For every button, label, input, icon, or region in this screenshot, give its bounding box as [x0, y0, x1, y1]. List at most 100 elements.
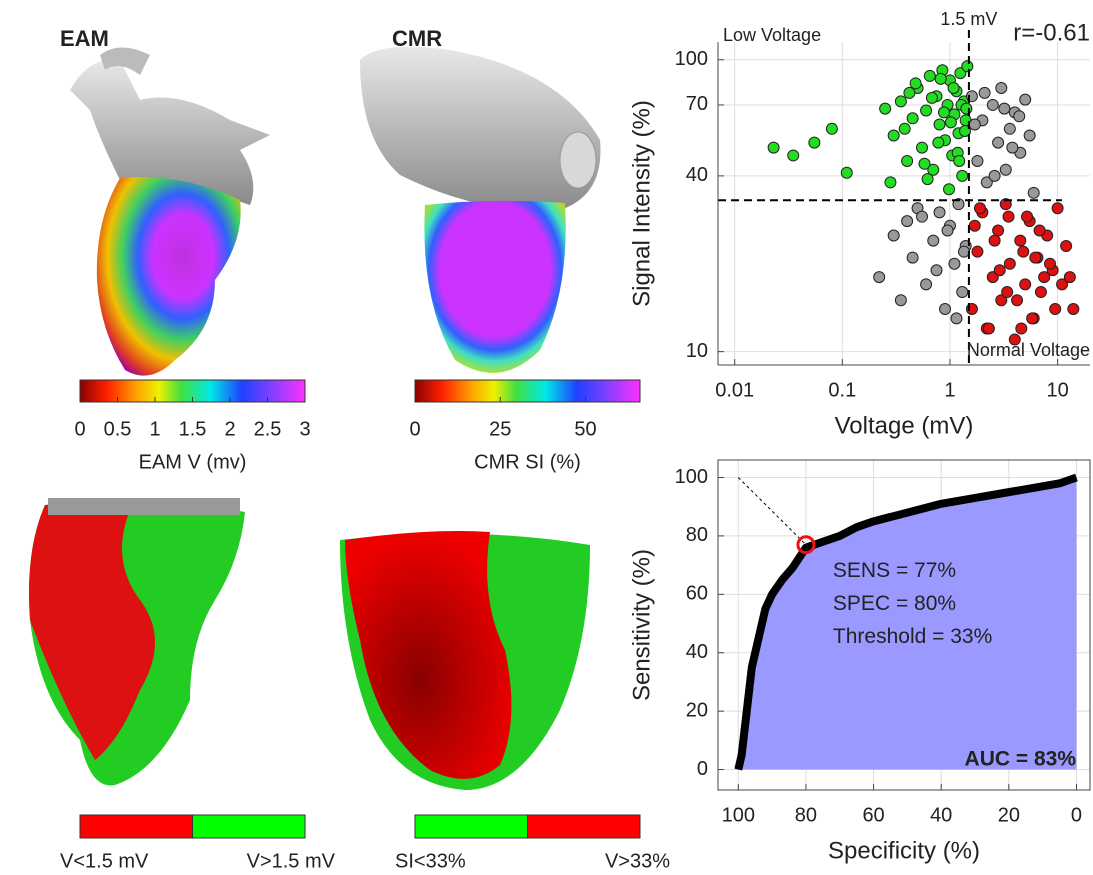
scatter-point [982, 322, 995, 335]
scatter-point [961, 60, 974, 73]
x-tick-label: 0.01 [715, 379, 754, 401]
operating-point [796, 535, 816, 555]
scatter-point [879, 102, 892, 115]
scatter-point [1056, 278, 1069, 291]
y-tick-label: 80 [686, 524, 708, 546]
scatter-point [993, 264, 1006, 277]
scatter-point [884, 176, 897, 189]
scatter-point [898, 122, 911, 135]
colorbar-tick-label: 50 [574, 418, 596, 440]
auc-label: AUC = 83% [965, 748, 1077, 771]
binary-label: V>33% [605, 850, 670, 872]
scatter-point [909, 77, 922, 90]
scatter-point [999, 163, 1012, 176]
scatter-point [968, 118, 981, 131]
scatter-point [1014, 234, 1027, 247]
scatter-point [923, 69, 936, 82]
scatter-point [887, 229, 900, 242]
eam-ventricle-render [96, 176, 241, 376]
y-tick-label: 40 [686, 641, 708, 663]
scatter-point [933, 206, 946, 219]
scatter-point [957, 245, 970, 258]
scatter-point [1029, 251, 1042, 264]
scatter-point [903, 86, 916, 99]
scatter-point [933, 118, 946, 131]
y-axis-title: Signal Intensity (%) [628, 100, 655, 307]
atrium-render [70, 59, 270, 205]
scatter-point [988, 234, 1001, 247]
y-tick-label: 100 [675, 48, 708, 70]
colorbar-tick-label: 0.5 [104, 418, 132, 440]
scatter-point [930, 264, 943, 277]
scatter-point [971, 154, 984, 167]
annotation: Threshold = 33% [833, 625, 992, 648]
scatter-point [921, 173, 934, 186]
binary-label: V>1.5 mV [247, 850, 336, 872]
scatter-point [1051, 202, 1064, 215]
scatter-point [920, 278, 933, 291]
binary-bar [192, 814, 306, 839]
annotation: r=-0.61 [1013, 19, 1090, 46]
colorbar-tick-label: 1 [149, 418, 160, 440]
scatter-point [937, 106, 950, 119]
scatter-point [873, 271, 886, 284]
scatter-point [1013, 110, 1026, 123]
annotation: Normal Voltage [967, 340, 1090, 360]
scatter-point [1002, 210, 1015, 223]
scatter-point [887, 129, 900, 142]
panel-title: CMR [392, 26, 442, 51]
scatter-point [978, 86, 991, 99]
scatter-point [1003, 122, 1016, 135]
scatter-point [995, 294, 1008, 307]
atrium-render [100, 47, 150, 75]
y-axis-title: Sensitivity (%) [628, 549, 655, 701]
scatter-point [1019, 278, 1032, 291]
y-tick-label: 40 [686, 164, 708, 186]
scatter-point [906, 112, 919, 125]
scatter-point [1023, 129, 1036, 142]
colorbar-tick-label: 0 [409, 418, 420, 440]
scatter-point [1008, 333, 1021, 346]
scatter-point [1067, 302, 1080, 315]
scatter-point [988, 169, 1001, 182]
scatter-point [998, 102, 1011, 115]
colorbar-tick-label: 0 [74, 418, 85, 440]
scatter-point [916, 141, 929, 154]
y-tick-label: 20 [686, 699, 708, 721]
scatter-point [973, 202, 986, 215]
scatter-point [1043, 257, 1056, 270]
scatter-point [767, 141, 780, 154]
scatter-point [894, 294, 907, 307]
scatter-point [934, 72, 947, 85]
panel-title: EAM [60, 26, 109, 51]
colorbar [414, 379, 641, 403]
x-axis-title: Specificity (%) [828, 837, 980, 864]
x-tick-label: 0.1 [828, 379, 856, 401]
y-tick-label: 60 [686, 583, 708, 605]
diagonal-guide [737, 477, 807, 546]
scatter-point [1017, 245, 1030, 258]
annotation: SPEC = 80% [833, 592, 956, 615]
scatter-point [925, 91, 938, 104]
scatter-point [948, 257, 961, 270]
scatter-point [995, 82, 1008, 95]
x-tick-label: 100 [722, 804, 755, 826]
scatter-point [1027, 186, 1040, 199]
colorbar-tick-label: 3 [299, 418, 310, 440]
binary-bar [79, 814, 193, 839]
scatter-point [840, 166, 853, 179]
scatter-point [1015, 322, 1028, 335]
scatter-point [950, 312, 963, 325]
scatter-point [939, 302, 952, 315]
scatter-point [808, 136, 821, 149]
colorbar-tick-label: 2.5 [254, 418, 282, 440]
scatter-point [932, 136, 945, 149]
scatter-point [986, 98, 999, 111]
scatter-point [916, 210, 929, 223]
scatter-point [960, 102, 973, 115]
scatter-point [947, 82, 960, 95]
scatter-point [999, 198, 1012, 211]
scatter-point [787, 149, 800, 162]
